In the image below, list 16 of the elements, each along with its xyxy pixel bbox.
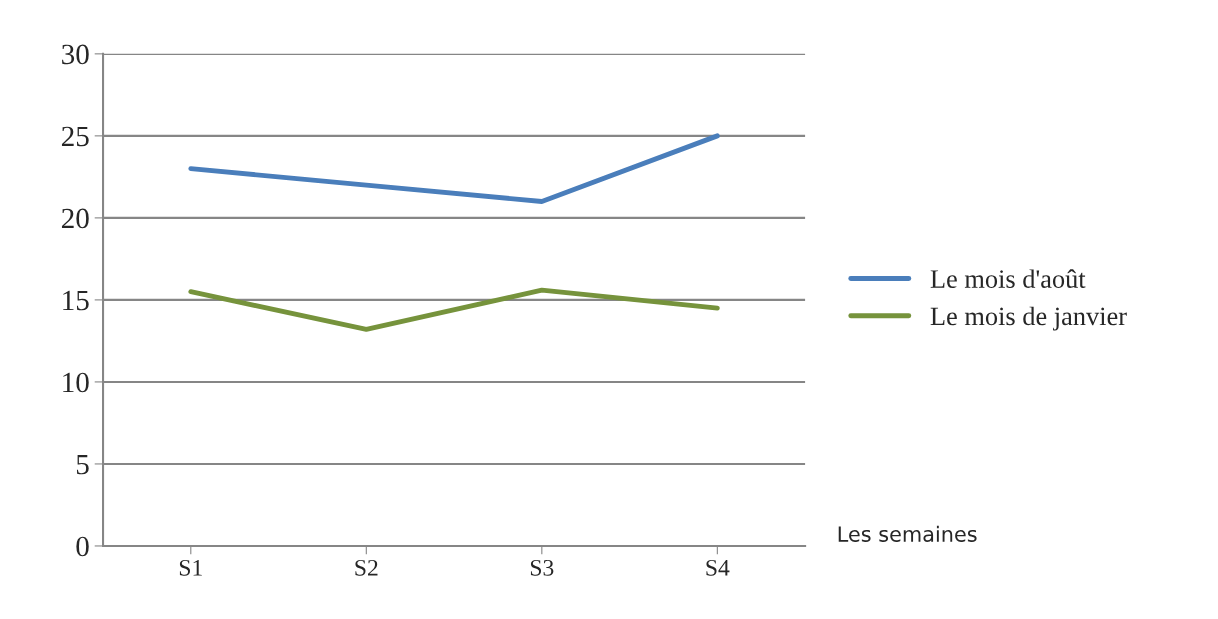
x-tick-label: S2 xyxy=(355,559,378,576)
legend-label: Le mois d'août xyxy=(930,269,1086,288)
y-tick-label: 30 xyxy=(62,44,89,65)
y-tick-label: 20 xyxy=(61,208,89,229)
line-series xyxy=(188,287,720,332)
x-tick-label: S3 xyxy=(530,559,554,576)
y-tick-label: 10 xyxy=(63,372,89,393)
legend-label: Le mois de janvier xyxy=(930,306,1127,331)
y-tick-label: 5 xyxy=(76,454,89,475)
x-tick-label: S4 xyxy=(706,559,730,576)
line-series xyxy=(188,133,720,204)
y-tick-label: 0 xyxy=(76,536,89,557)
x-tick-label: S1 xyxy=(179,559,202,576)
y-tick-label: 15 xyxy=(63,290,89,311)
x-axis-title: Les semaines xyxy=(838,525,977,542)
y-tick-label: 25 xyxy=(61,126,89,147)
